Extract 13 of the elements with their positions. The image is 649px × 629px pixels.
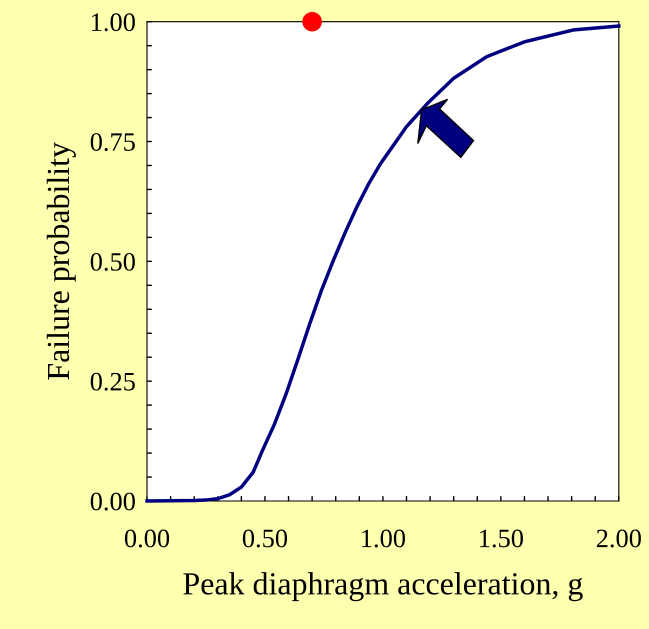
x-tick-label: 1.50 <box>480 530 523 548</box>
y-tick-label: 0.00 <box>90 492 135 511</box>
x-tick-label: 0.50 <box>242 530 288 548</box>
x-tick-label: 0.00 <box>124 530 170 548</box>
y-tick-label: 0.50 <box>90 252 135 271</box>
x-axis-title: Peak diaphragm acceleration, g <box>183 572 583 602</box>
y-axis-title: Failure probability <box>46 142 76 380</box>
y-tick-label: 0.75 <box>90 133 135 152</box>
x-tick-label: 1.00 <box>362 530 405 548</box>
line-series <box>145 24 621 503</box>
y-tick-label: 1.00 <box>92 13 135 32</box>
x-tick-label: 2.00 <box>596 530 641 548</box>
y-tick-label: 0.25 <box>90 372 135 391</box>
